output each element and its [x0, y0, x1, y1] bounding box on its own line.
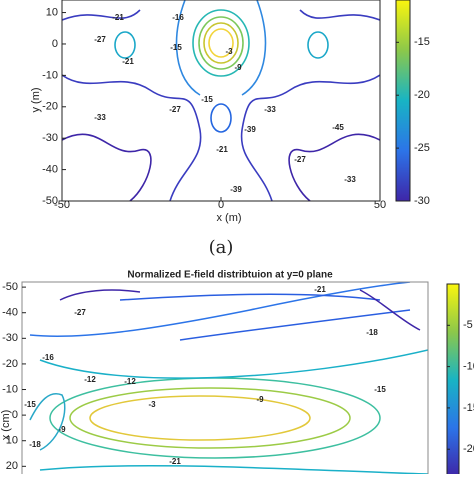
contour-label: -21 — [112, 13, 124, 22]
contour-label: -15 — [201, 95, 213, 104]
contour-label: -45 — [332, 123, 344, 132]
y-tick-label: -40 — [42, 164, 58, 176]
y-tick-label: -30 — [42, 132, 58, 144]
y-tick-label: -30 — [2, 332, 18, 344]
contour-label: -3 — [225, 47, 233, 56]
contour-label: -33 — [264, 105, 276, 114]
colorbar-tick-label: -5 — [463, 319, 473, 331]
contour-label: -39 — [230, 185, 242, 194]
contour-label: -9 — [256, 395, 264, 404]
contour-label: -27 — [74, 308, 86, 317]
caption: (a) — [209, 237, 234, 258]
contour-label: -9 — [234, 63, 242, 72]
contour-label: -12 — [84, 375, 96, 384]
contour-label: -27 — [94, 35, 106, 44]
contour-label: -15 — [170, 43, 182, 52]
contour-label: -18 — [366, 328, 378, 337]
x-tick-label: 0 — [218, 199, 224, 211]
contour-label: -21 — [169, 457, 181, 466]
y-tick-label: 10 — [6, 435, 18, 447]
y-tick-label: 0 — [12, 409, 18, 421]
colorbar-tick-label: -10 — [463, 361, 474, 373]
colorbar-tick-label: -25 — [414, 142, 430, 154]
y-tick-label: -20 — [2, 358, 18, 370]
contour-label: -12 — [124, 377, 136, 386]
contour-label: -39 — [244, 125, 256, 134]
y-tick-label: -10 — [2, 383, 18, 395]
colorbar-tick-label: -15 — [463, 402, 474, 414]
y-tick-label: -50 — [42, 195, 58, 207]
y-axis-label: x (cm) — [0, 410, 12, 441]
contour-label: -3 — [148, 400, 156, 409]
colorbar-tick-label: -20 — [463, 443, 474, 455]
contour-label: -33 — [94, 113, 106, 122]
y-tick-label: -50 — [2, 281, 18, 293]
chart-title: Normalized E-field distribtuion at y=0 p… — [127, 270, 333, 281]
y-tick-label: -20 — [42, 101, 58, 113]
contours-a — [62, 0, 380, 201]
contour-label: -21 — [122, 57, 134, 66]
y-tick-label: -10 — [42, 69, 58, 81]
contour-label: -33 — [344, 175, 356, 184]
contour-label: -15 — [374, 385, 386, 394]
y-tick-label: 20 — [6, 460, 18, 472]
x-tick-label: -50 — [54, 199, 70, 211]
contour-label: -18 — [29, 440, 41, 449]
x-axis-label: x (m) — [216, 212, 241, 224]
y-axis-label: y (m) — [30, 87, 42, 112]
colorbar-b — [446, 283, 460, 477]
contour-label: -27 — [294, 155, 306, 164]
colorbar-tick-label: -20 — [414, 89, 430, 101]
y-tick-label: 0 — [52, 38, 58, 50]
contour-label: -27 — [169, 105, 181, 114]
contour-label: -9 — [58, 425, 66, 434]
x-tick-label: 50 — [374, 199, 386, 211]
colorbar-tick-label: -30 — [414, 195, 430, 207]
contours-b — [29, 282, 428, 474]
y-tick-label: -40 — [2, 307, 18, 319]
y-tick-label: 10 — [46, 6, 58, 18]
contour-label: -16 — [42, 353, 54, 362]
colorbar-a — [395, 0, 411, 202]
plot-frame-a — [61, 0, 381, 202]
plot-frame-b — [21, 281, 429, 479]
contour-label: -15 — [24, 400, 36, 409]
contour-label: -21 — [216, 145, 228, 154]
contour-label: -16 — [172, 13, 184, 22]
contour-label: -21 — [314, 285, 326, 294]
colorbar-tick-label: -15 — [414, 36, 430, 48]
